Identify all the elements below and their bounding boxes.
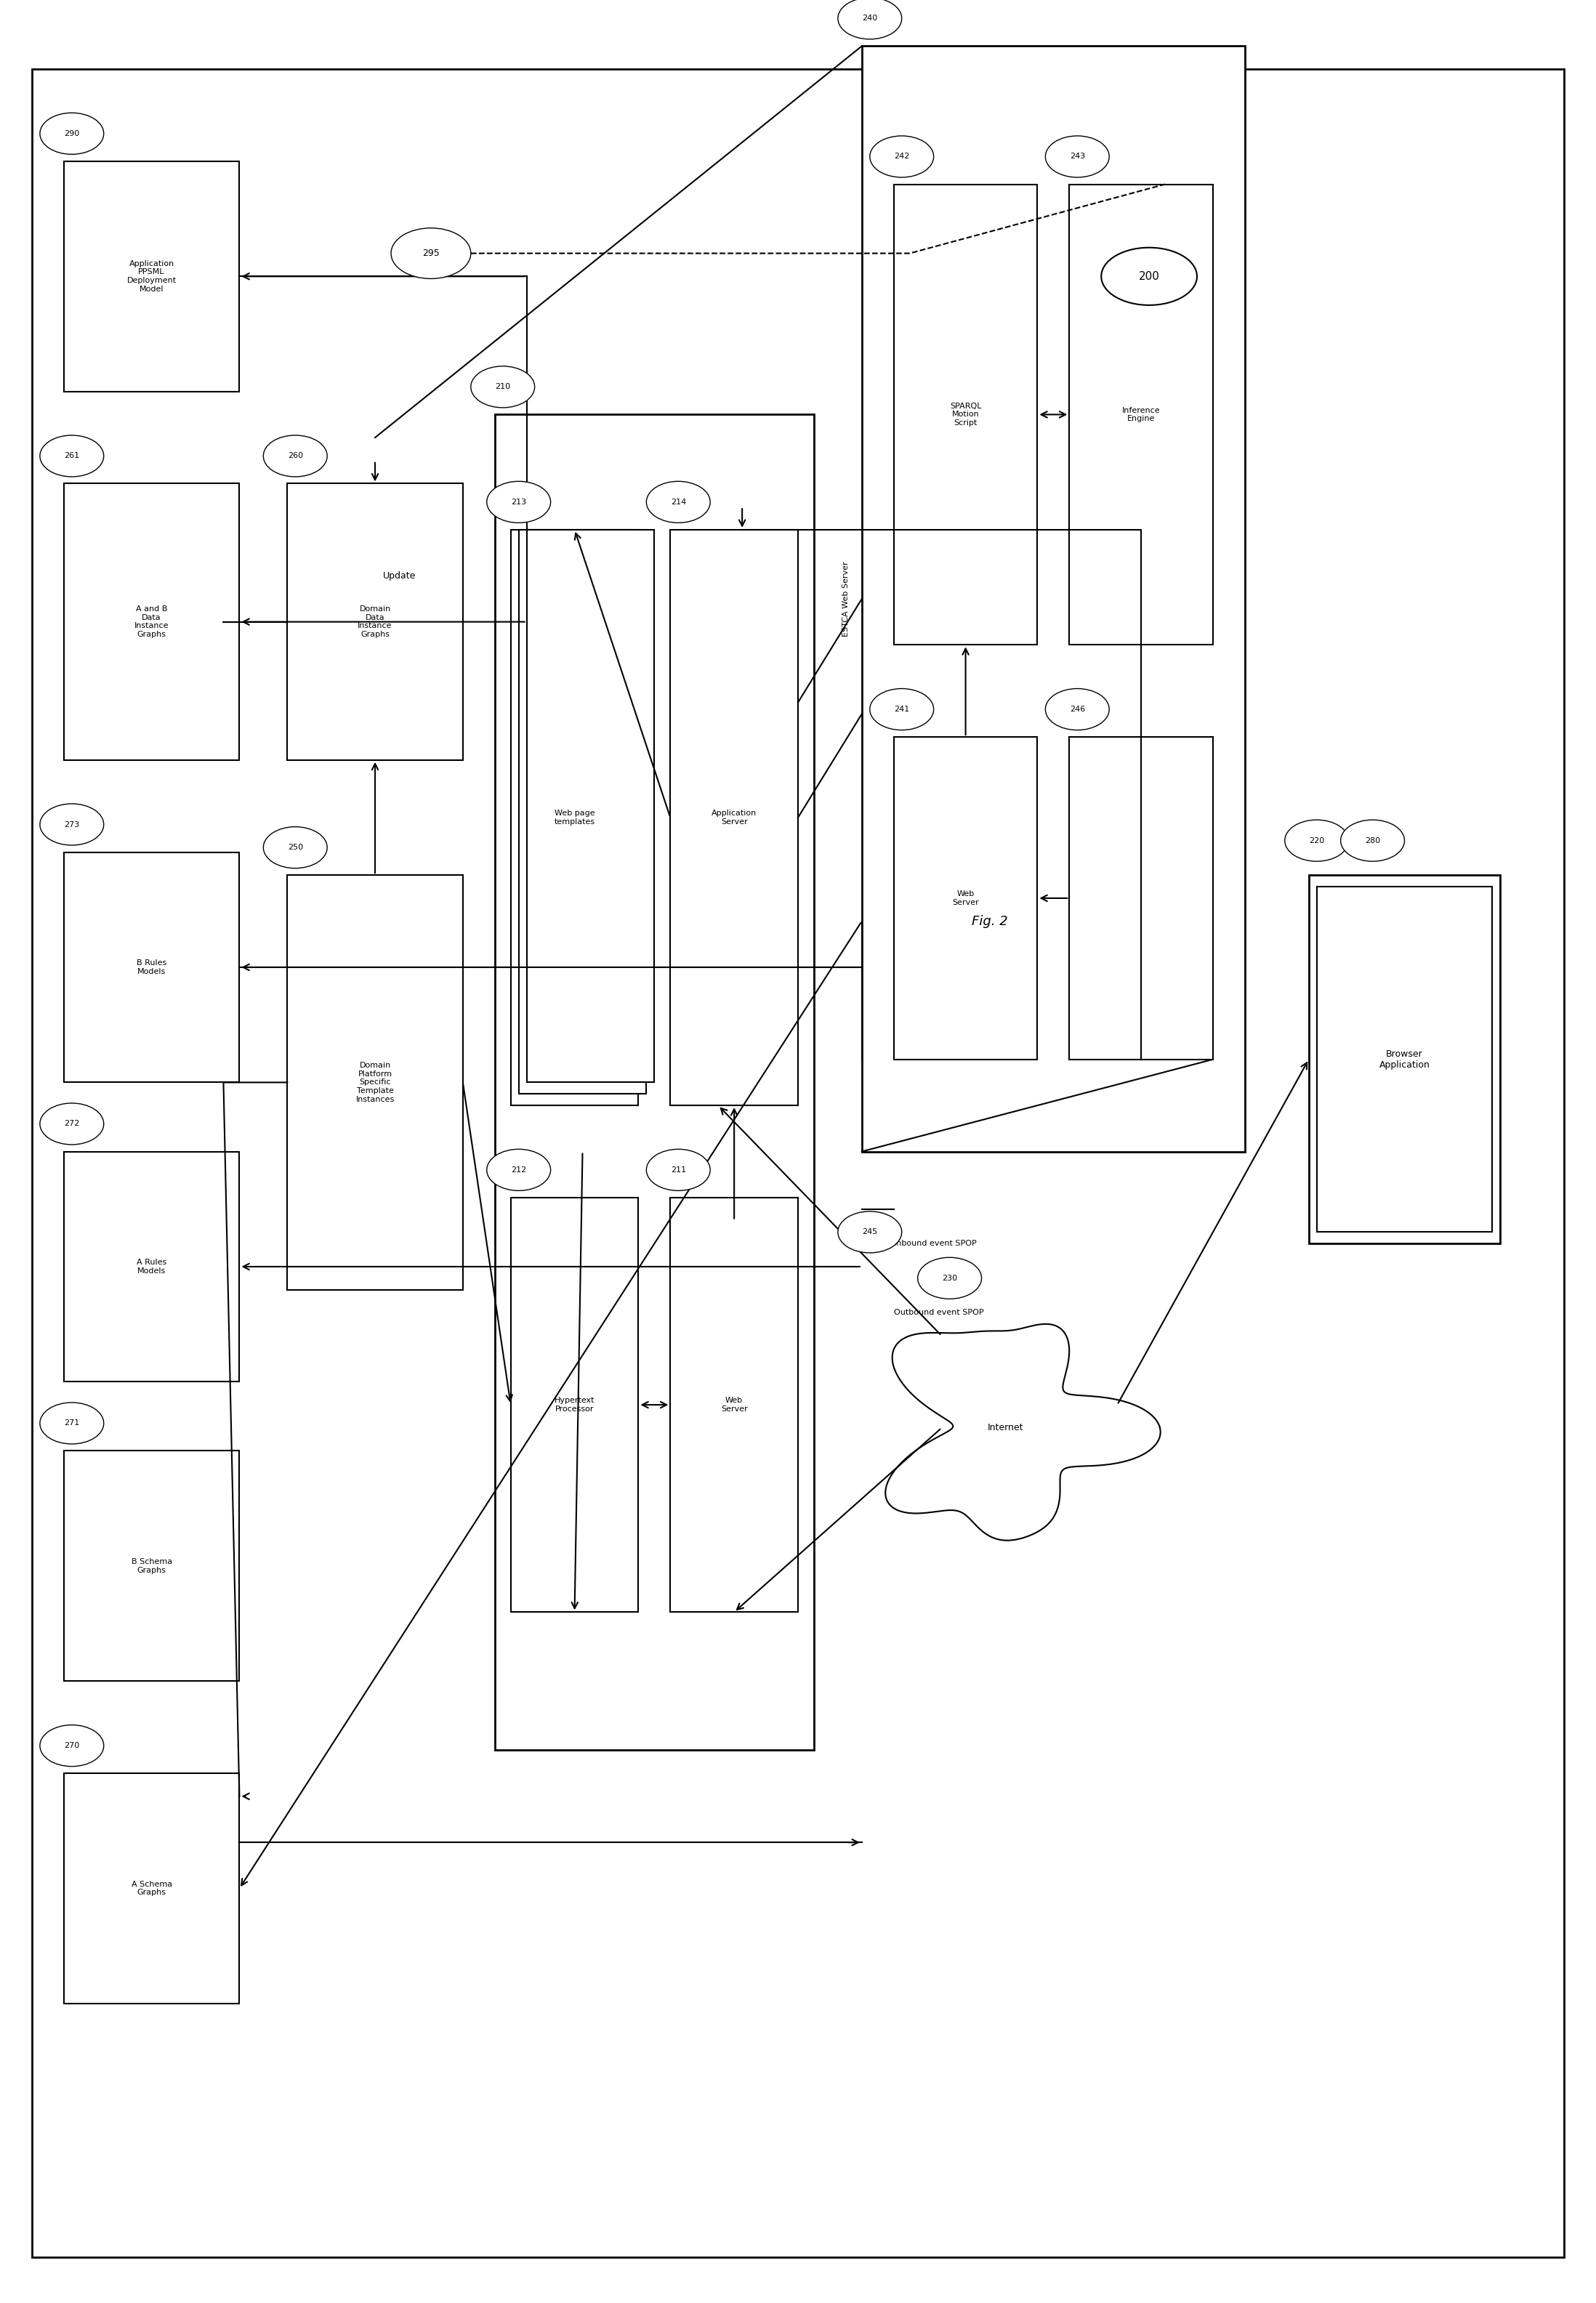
Ellipse shape <box>1341 820 1404 861</box>
Text: Fig. 2: Fig. 2 <box>972 914 1007 928</box>
Text: A Rules
Models: A Rules Models <box>137 1260 166 1274</box>
Text: 220: 220 <box>1309 836 1325 845</box>
FancyBboxPatch shape <box>64 484 239 760</box>
Text: 250: 250 <box>287 843 303 852</box>
Ellipse shape <box>40 1725 104 1766</box>
Text: Application
PPSML
Deployment
Model: Application PPSML Deployment Model <box>126 260 177 292</box>
Text: 261: 261 <box>64 451 80 461</box>
FancyBboxPatch shape <box>894 737 1037 1059</box>
FancyBboxPatch shape <box>511 530 638 1105</box>
Text: Browser
Application: Browser Application <box>1379 1050 1430 1069</box>
Text: Web
Server: Web Server <box>721 1398 747 1412</box>
Text: 243: 243 <box>1069 152 1085 161</box>
Text: 270: 270 <box>64 1741 80 1750</box>
Text: 240: 240 <box>862 14 878 23</box>
Ellipse shape <box>263 435 327 477</box>
FancyBboxPatch shape <box>519 530 646 1094</box>
Text: 260: 260 <box>287 451 303 461</box>
Ellipse shape <box>487 1149 551 1191</box>
Text: A Schema
Graphs: A Schema Graphs <box>131 1882 172 1895</box>
FancyBboxPatch shape <box>64 852 239 1082</box>
FancyBboxPatch shape <box>1069 184 1213 645</box>
Text: Internet: Internet <box>988 1423 1023 1432</box>
Text: 246: 246 <box>1069 705 1085 714</box>
Text: Domain
Data
Instance
Graphs: Domain Data Instance Graphs <box>358 606 393 638</box>
FancyBboxPatch shape <box>1317 887 1492 1232</box>
Text: 295: 295 <box>423 249 439 258</box>
Ellipse shape <box>40 113 104 154</box>
FancyBboxPatch shape <box>670 1198 798 1612</box>
FancyBboxPatch shape <box>670 530 798 1105</box>
FancyBboxPatch shape <box>511 1198 638 1612</box>
Text: Update: Update <box>383 571 417 580</box>
FancyBboxPatch shape <box>64 1152 239 1382</box>
Ellipse shape <box>40 435 104 477</box>
Ellipse shape <box>870 689 934 730</box>
FancyBboxPatch shape <box>1309 875 1500 1244</box>
Ellipse shape <box>40 804 104 845</box>
Text: 212: 212 <box>511 1165 527 1175</box>
FancyBboxPatch shape <box>32 69 1564 2257</box>
Text: Inbound event SPOP: Inbound event SPOP <box>894 1239 977 1248</box>
Ellipse shape <box>487 481 551 523</box>
Text: 200: 200 <box>1138 272 1160 281</box>
Text: 290: 290 <box>64 129 80 138</box>
Ellipse shape <box>471 366 535 408</box>
FancyBboxPatch shape <box>287 484 463 760</box>
Text: 271: 271 <box>64 1419 80 1428</box>
Text: Domain
Platform
Specific
Template
Instances: Domain Platform Specific Template Instan… <box>356 1062 394 1103</box>
Text: 213: 213 <box>511 497 527 507</box>
Text: 210: 210 <box>495 382 511 392</box>
Text: B Schema
Graphs: B Schema Graphs <box>131 1559 172 1573</box>
Ellipse shape <box>1045 689 1109 730</box>
Text: Web
Server: Web Server <box>953 891 978 905</box>
Ellipse shape <box>1285 820 1349 861</box>
Text: Web page
templates: Web page templates <box>554 811 595 824</box>
FancyBboxPatch shape <box>495 415 814 1750</box>
Text: SPARQL
Motion
Script: SPARQL Motion Script <box>950 403 982 426</box>
Text: B Rules
Models: B Rules Models <box>137 960 166 974</box>
FancyBboxPatch shape <box>64 161 239 392</box>
FancyBboxPatch shape <box>527 530 654 1082</box>
Ellipse shape <box>40 1403 104 1444</box>
Text: Outbound event SPOP: Outbound event SPOP <box>894 1308 983 1317</box>
FancyBboxPatch shape <box>64 1451 239 1681</box>
Ellipse shape <box>40 1103 104 1145</box>
FancyBboxPatch shape <box>1069 737 1213 1059</box>
Ellipse shape <box>263 827 327 868</box>
Ellipse shape <box>838 0 902 39</box>
Ellipse shape <box>391 228 471 279</box>
Text: 211: 211 <box>670 1165 686 1175</box>
Ellipse shape <box>646 481 710 523</box>
Text: 272: 272 <box>64 1119 80 1128</box>
Ellipse shape <box>918 1257 982 1299</box>
Text: 230: 230 <box>942 1274 958 1283</box>
Text: 280: 280 <box>1365 836 1381 845</box>
Text: 242: 242 <box>894 152 910 161</box>
Ellipse shape <box>870 136 934 177</box>
Polygon shape <box>886 1324 1160 1541</box>
Text: 245: 245 <box>862 1227 878 1237</box>
Text: ESTCA Web Server: ESTCA Web Server <box>843 562 849 636</box>
Ellipse shape <box>1101 246 1197 306</box>
Ellipse shape <box>646 1149 710 1191</box>
FancyBboxPatch shape <box>287 875 463 1290</box>
FancyBboxPatch shape <box>894 184 1037 645</box>
Text: Hypertext
Processor: Hypertext Processor <box>554 1398 595 1412</box>
FancyBboxPatch shape <box>862 46 1245 1152</box>
Ellipse shape <box>838 1211 902 1253</box>
FancyBboxPatch shape <box>64 1773 239 2004</box>
Text: A and B
Data
Instance
Graphs: A and B Data Instance Graphs <box>134 606 169 638</box>
Text: 241: 241 <box>894 705 910 714</box>
Text: Application
Server: Application Server <box>712 811 757 824</box>
Text: Inference
Engine: Inference Engine <box>1122 408 1160 421</box>
Text: 214: 214 <box>670 497 686 507</box>
Ellipse shape <box>1045 136 1109 177</box>
Text: 273: 273 <box>64 820 80 829</box>
